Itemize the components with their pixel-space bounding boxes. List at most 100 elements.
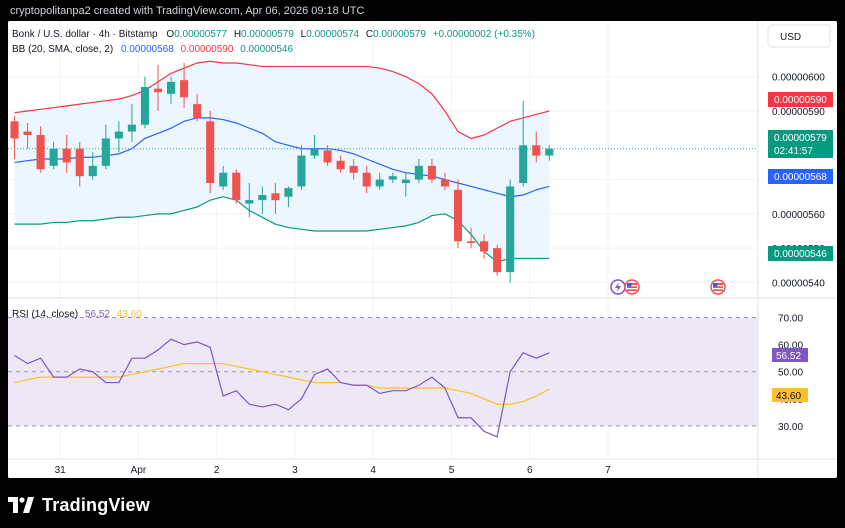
legend-l-value: 0.00000574 xyxy=(306,29,359,40)
candle-up xyxy=(506,179,515,283)
candle-body xyxy=(167,81,176,94)
chart-panel[interactable]: 0.000006000.000005900.000005800.00000570… xyxy=(8,21,837,478)
candle-down xyxy=(453,179,463,249)
candle-body xyxy=(480,241,489,252)
candle-body xyxy=(519,145,528,183)
candle-down xyxy=(153,64,163,111)
legend-bb-lower: 0.00000546 xyxy=(240,44,293,55)
candle-body xyxy=(297,155,306,187)
rsi-line xyxy=(14,338,550,438)
rsi-ma-badge: 43.60 xyxy=(772,388,808,402)
candle-down xyxy=(271,183,280,214)
rsi-ma-badge-text: 43.60 xyxy=(776,391,801,402)
candle-up xyxy=(127,104,136,142)
candle-down xyxy=(193,93,202,122)
bb-lower-badge-text: 0.00000546 xyxy=(774,249,827,260)
candle-body xyxy=(284,188,293,197)
rsi-badge-text: 56.52 xyxy=(776,351,801,362)
candle-up xyxy=(310,135,319,159)
candle-body xyxy=(49,148,58,166)
candle-body xyxy=(193,104,202,118)
candle-down xyxy=(336,155,345,173)
candle-body xyxy=(88,165,97,177)
candle-down xyxy=(362,165,371,194)
candle-down xyxy=(349,159,358,180)
legend-l-label: L xyxy=(301,29,307,40)
legend-h-label: H xyxy=(234,29,241,40)
us-flag-event-icon-2[interactable] xyxy=(710,279,726,295)
candle-down xyxy=(75,141,84,187)
us-flag-event-icon[interactable] xyxy=(624,279,640,295)
candle-down xyxy=(493,244,502,276)
candle-down xyxy=(467,227,476,249)
candle-body xyxy=(467,241,476,243)
time-tick-label: 6 xyxy=(527,465,533,476)
currency-selector[interactable] xyxy=(767,24,831,48)
rsi-ma-line xyxy=(14,363,550,405)
candle-body xyxy=(245,200,254,204)
legend-change: +0.00000002 (+0.35%) xyxy=(433,29,535,40)
bb-lower-badge: 0.00000546 xyxy=(768,246,833,261)
candle-down xyxy=(206,111,215,194)
candle-up xyxy=(49,141,58,170)
candle-body xyxy=(271,193,280,201)
candle-body xyxy=(375,179,384,187)
candle-body xyxy=(453,189,463,242)
candle-up xyxy=(167,76,176,105)
candle-body xyxy=(532,145,541,156)
candle-body xyxy=(440,179,449,187)
price-tick-label: 0.00000600 xyxy=(772,73,825,84)
candle-up xyxy=(545,145,554,161)
candle-up xyxy=(284,186,293,207)
candle-down xyxy=(36,126,45,173)
candle-body xyxy=(506,186,515,273)
candle-body xyxy=(401,179,410,183)
candle-body xyxy=(427,165,436,180)
candle-body xyxy=(232,172,241,201)
candle-body xyxy=(153,88,163,93)
tradingview-logo-icon xyxy=(8,497,34,513)
candle-body xyxy=(323,150,332,163)
price-tick-label: 0.00000560 xyxy=(772,210,825,221)
currency-label: USD xyxy=(780,32,801,43)
candle-up xyxy=(297,145,306,190)
rsi-tick-label: 60.00 xyxy=(778,341,803,352)
candle-down xyxy=(10,116,19,159)
candle-up xyxy=(258,186,267,214)
candle-up xyxy=(140,76,149,129)
last-price-badge: 0.00000579 02:41:57 xyxy=(768,130,833,158)
footer-brand: TradingView xyxy=(42,494,150,515)
time-tick-label: 31 xyxy=(55,465,67,476)
candle-body xyxy=(219,172,228,187)
legend-bb-label: BB (20, SMA, close, 2) xyxy=(12,44,113,55)
candle-body xyxy=(180,80,189,98)
candle-body xyxy=(310,148,319,156)
candle-body xyxy=(10,121,19,139)
candle-body xyxy=(127,124,136,132)
legend-rsi-label: RSI (14, close) xyxy=(12,309,78,320)
candle-body xyxy=(75,148,84,177)
legend-h-value: 0.00000579 xyxy=(241,29,294,40)
candle-down xyxy=(180,63,189,108)
lightning-event-icon[interactable] xyxy=(610,279,626,295)
candle-body xyxy=(206,121,215,183)
candle-body xyxy=(493,248,502,273)
countdown-text: 02:41:57 xyxy=(774,146,813,157)
candle-body xyxy=(36,135,45,170)
candle-down xyxy=(440,172,449,190)
legend-symbol: Bonk / U.S. dollar · 4h · Bitstamp xyxy=(12,29,158,40)
legend-c-value: 0.00000579 xyxy=(373,29,426,40)
candle-body xyxy=(414,165,423,180)
candle-up xyxy=(245,183,254,218)
legend-c-label: C xyxy=(366,29,373,40)
rsi-tick-label: 50.00 xyxy=(778,368,803,379)
candlestick-chart[interactable]: 0.000006000.000005900.000005800.00000570… xyxy=(8,21,837,478)
candle-body xyxy=(140,87,149,125)
candle-body xyxy=(545,148,554,156)
candle-body xyxy=(258,195,267,201)
time-tick-label: Apr xyxy=(131,465,147,476)
candle-body xyxy=(388,176,397,180)
bb-upper-badge-text: 0.00000590 xyxy=(774,95,827,106)
legend-rsi-ma: 43.60 xyxy=(117,309,142,320)
last-price-text: 0.00000579 xyxy=(774,133,827,144)
